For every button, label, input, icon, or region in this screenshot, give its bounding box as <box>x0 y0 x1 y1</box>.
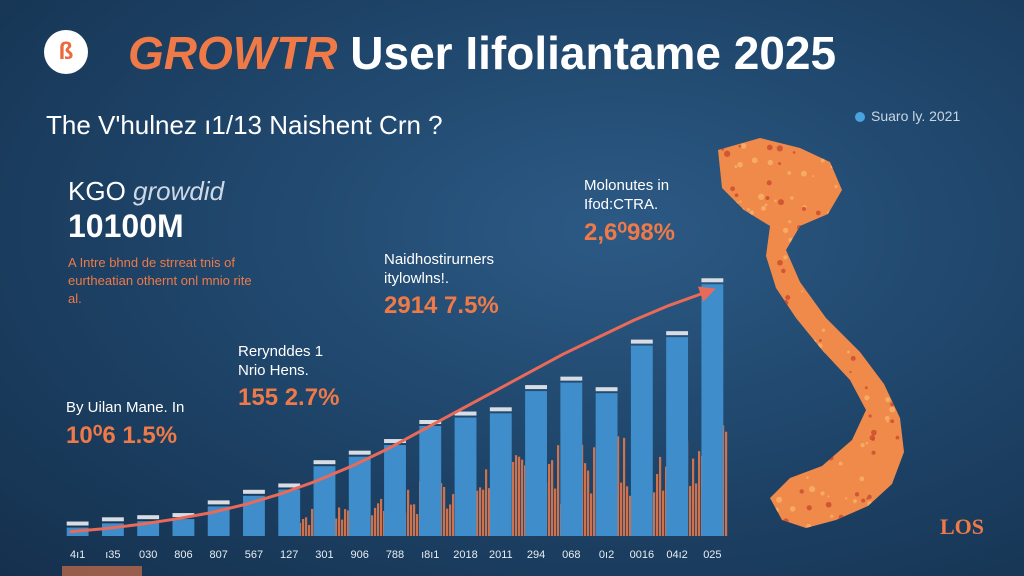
x-tick-label-6: 127 <box>280 549 298 561</box>
source-text: Suaro ly. 2021 <box>871 108 961 124</box>
x-tick-label-14: 068 <box>562 549 580 561</box>
x-tick-label-15: 0ı2 <box>599 549 614 561</box>
bar-cap-10 <box>419 420 442 424</box>
annotation-4-text: Molonutes in Ifod:CTRA. <box>584 177 670 213</box>
bar-16 <box>630 345 653 536</box>
kpi-value: 10100M <box>68 208 184 244</box>
x-tick-label-17: 04ı2 <box>666 549 687 561</box>
x-tick-label-1: ı35 <box>105 549 120 561</box>
bar-13 <box>525 391 547 536</box>
x-tick-label-18: 025 <box>703 549 721 561</box>
bar-cap-12 <box>489 407 512 412</box>
x-tick-label-13: 294 <box>527 549 545 561</box>
x-tick-label-2: 030 <box>139 549 157 561</box>
title-rest: User Iifoliantame 2025 <box>337 27 837 79</box>
annotation-2-text: Rerynddes 1 Nrio Hens. <box>238 343 324 379</box>
kpi-label: KGO growdid <box>68 176 224 207</box>
bar-3 <box>172 519 195 536</box>
bar-cap-15 <box>595 387 618 392</box>
x-tick-label-16: 0016 <box>630 549 654 561</box>
bar-cap-8 <box>348 450 371 455</box>
bar-10 <box>419 426 442 536</box>
bar-11 <box>454 417 477 536</box>
title-accent: GROWTR <box>128 27 338 79</box>
kpi-label-b: growdid <box>133 176 225 206</box>
bar-17 <box>666 337 689 536</box>
bar-8 <box>348 456 371 536</box>
bar-9 <box>384 445 406 536</box>
bar-18 <box>701 284 724 536</box>
annotation-1-value: 10⁰6 1.5% <box>66 422 178 449</box>
bar-cap-2 <box>137 515 160 520</box>
bar-6 <box>278 489 301 536</box>
bar-cap-18 <box>701 278 724 283</box>
trend-arrowhead <box>697 286 716 302</box>
x-tick-label-8: 906 <box>351 549 369 561</box>
trend-line <box>69 291 705 534</box>
annotation-1-text: By Uilan Mane. In <box>66 399 185 416</box>
bar-cap-5 <box>243 489 265 494</box>
bar-cap-0 <box>66 521 89 526</box>
x-tick-label-0: 4ı1 <box>70 549 85 561</box>
annotation-3-value: 2914 7.5% <box>384 292 499 319</box>
annotation-1: By Uilan Mane. In 10⁰6 1.5% <box>66 398 184 450</box>
bar-cap-4 <box>207 500 230 505</box>
x-tick-label-10: ı8ı1 <box>421 549 439 561</box>
annotation-2: Rerynddes 1 Nrio Hens. 155 2.7% <box>238 342 339 412</box>
bar-cap-16 <box>630 339 653 344</box>
annotation-4-value: 2,6⁰98% <box>584 219 676 246</box>
x-tick-label-11: 2018 <box>453 549 477 561</box>
x-tick-label-9: 788 <box>386 549 404 561</box>
bar-cap-9 <box>384 439 406 444</box>
bar-cap-17 <box>666 331 689 336</box>
bar-5 <box>243 495 265 536</box>
x-tick-label-5: 567 <box>245 549 263 561</box>
annotation-3: Naidhostirurners itylowlns!. 2914 7.5% <box>384 250 499 320</box>
bar-cap-14 <box>560 376 583 381</box>
bar-cap-13 <box>525 385 547 390</box>
annotation-2-value: 155 2.7% <box>238 384 340 411</box>
bar-15 <box>595 393 618 536</box>
vietnam-map-icon <box>718 138 904 528</box>
annotation-3-text: Naidhostirurners itylowlns!. <box>384 251 495 287</box>
x-tick-label-7: 301 <box>315 549 333 561</box>
bar-12 <box>489 413 512 536</box>
bar-cap-1 <box>101 517 124 522</box>
source-legend: Suaro ly. 2021 <box>855 108 960 124</box>
bar-7 <box>313 466 336 536</box>
x-tick-label-3: 806 <box>174 549 192 561</box>
brand-logo-icon: ß <box>44 30 88 74</box>
annotation-4: Molonutes in Ifod:CTRA. 2,6⁰98% <box>584 176 675 247</box>
bar-cap-7 <box>313 460 336 465</box>
legend-stub <box>62 566 142 576</box>
legend-dot-icon <box>855 112 865 123</box>
bar-4 <box>207 506 230 536</box>
bar-14 <box>560 382 583 536</box>
subtitle: The V'hulnez ı1/13 Naishent Crn ? <box>46 110 443 140</box>
kpi-note: A Intre bhnd de strreat tnis of eurtheat… <box>68 255 252 306</box>
x-tick-label-12: 2011 <box>489 549 513 561</box>
bar-cap-3 <box>172 513 195 518</box>
bar-cap-11 <box>454 411 477 416</box>
x-tick-label-4: 807 <box>210 549 228 561</box>
brand-mark: LOS <box>940 514 985 539</box>
page-title: GROWTR User Iifoliantame 2025 <box>128 26 836 80</box>
bar-cap-6 <box>278 483 301 488</box>
kpi-label-a: KGO <box>68 176 134 206</box>
